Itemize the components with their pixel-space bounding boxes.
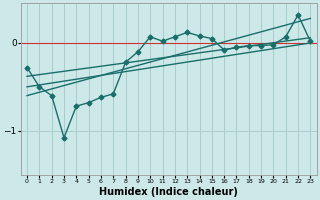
X-axis label: Humidex (Indice chaleur): Humidex (Indice chaleur)	[99, 187, 238, 197]
